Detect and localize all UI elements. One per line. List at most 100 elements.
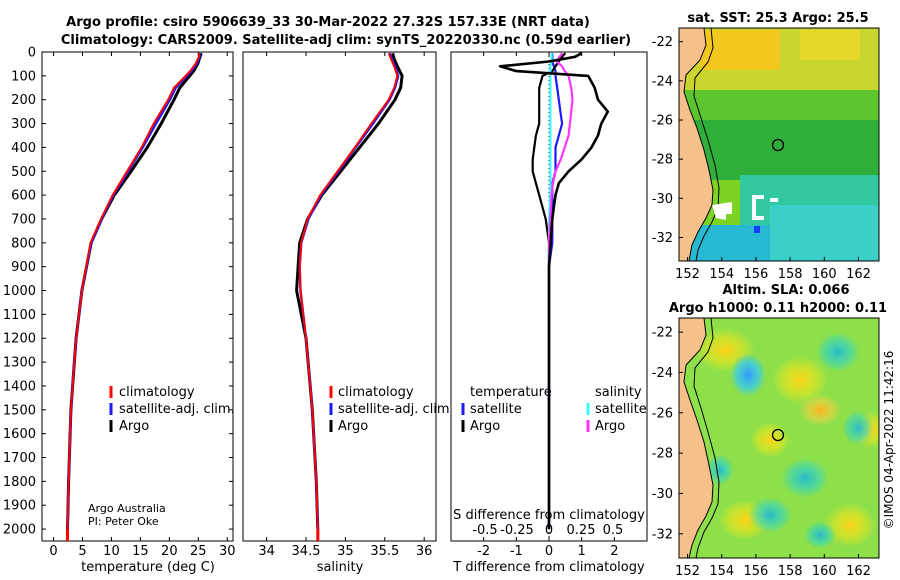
figure-title-line2: Climatology: CARS2009. Satellite-adj cli…	[61, 33, 631, 48]
sst-field	[679, 28, 879, 261]
legend-label-argo: Argo	[119, 419, 149, 434]
argo-profile-marker	[771, 428, 785, 442]
latitude-tick-label: -24	[652, 74, 673, 89]
depth-tick-label: 1800	[3, 475, 36, 490]
sla-anomaly-low	[706, 454, 734, 486]
latitude-tick-label: -28	[652, 447, 673, 462]
data-gap-white	[752, 195, 756, 220]
sla-anomaly-high	[772, 356, 828, 404]
temperature-axes-box	[41, 51, 234, 542]
sst-green-zone	[690, 120, 879, 180]
depth-tick-label: 1300	[3, 356, 36, 371]
sla-anomaly-low	[842, 410, 874, 446]
legend-label-climatology: climatology	[338, 385, 414, 400]
longitude-tick-label: 160	[812, 267, 837, 282]
temperature-tick-label: 15	[132, 544, 149, 559]
s-tick-label: 0.25	[567, 523, 596, 538]
salinity-tick-label: 34	[258, 544, 275, 559]
longitude-tick-label: 160	[812, 564, 837, 579]
sst-warm-patch	[700, 30, 780, 70]
data-gap-white	[752, 216, 764, 220]
t-difference-tick-labels: -2 -1 0 1 2	[477, 52, 618, 559]
coastline-land	[679, 318, 714, 558]
temperature-tick-labels: 0 5 10 15 20 25 30	[49, 52, 235, 559]
longitude-tick-label: 162	[846, 564, 871, 579]
climatology-line	[298, 52, 399, 541]
depth-tick-label: 1400	[3, 379, 36, 394]
sst-map: sat. SST: 25.3 Argo: 25.5 152 154 156 158 16…	[652, 11, 880, 282]
legend-label-argo: Argo	[338, 419, 368, 434]
temperature-xlabel: temperature (deg C)	[81, 560, 215, 575]
difference-panel: -2 -1 0 1 2 S difference from climatology -0…	[450, 51, 648, 575]
legend-label-satellite: satellite-adj. clim.	[119, 402, 235, 417]
s-tick-label: 0.5	[603, 523, 624, 538]
sst-map-ticks: 152 154 156 158 160 162 -22 -24 -26 -28 -30 -32	[652, 35, 871, 282]
data-gap-white	[712, 202, 732, 220]
depth-tick-label: 100	[11, 69, 36, 84]
sla-map-title: Altim. SLA: 0.066	[723, 283, 850, 298]
temperature-tick-label: 30	[219, 544, 236, 559]
latitude-tick-label: -30	[652, 192, 673, 207]
longitude-tick-label: 156	[744, 267, 769, 282]
t-difference-tick-label: 1	[578, 544, 586, 559]
s-tick-label: 0	[545, 523, 553, 538]
latitude-tick-label: -26	[652, 406, 673, 421]
t-difference-tick-label: 2	[610, 544, 618, 559]
legend-title-temperature: temperature	[470, 385, 552, 400]
sla-anomaly-low	[781, 458, 829, 498]
depth-tick-label: 900	[11, 260, 36, 275]
s-tick-label: -0.25	[500, 523, 534, 538]
latitude-tick-label: -28	[652, 153, 673, 168]
t-difference-tick-label: -2	[477, 544, 490, 559]
longitude-tick-label: 154	[709, 564, 734, 579]
copyright-stamp: ©IMOS 04-Apr-2022 11:42:16	[882, 351, 896, 530]
legend-title-salinity: salinity	[595, 385, 642, 400]
shelf-contour	[693, 28, 720, 261]
s-difference-xlabel: S difference from climatology	[453, 508, 645, 523]
temperature-legend: climatology satellite-adj. clim. Argo	[109, 385, 235, 434]
t-difference-tick-label: 0	[545, 544, 553, 559]
salinity-tick-label: 35.5	[370, 544, 399, 559]
t-difference-tick-label: -1	[510, 544, 523, 559]
legend-label-sal-satellite: satellite	[595, 402, 647, 417]
temperature-tick-label: 10	[103, 544, 120, 559]
sla-map: Altim. SLA: 0.066 Argo h1000: 0.11 h2000…	[652, 283, 887, 579]
depth-tick-label: 1600	[3, 427, 36, 442]
longitude-tick-label: 158	[778, 564, 803, 579]
temperature-panel: 0100200300400500600700800900100011001200…	[3, 46, 647, 575]
sla-anomaly-high	[798, 394, 842, 426]
longitude-tick-label: 154	[709, 267, 734, 282]
longitude-tick-label: 156	[744, 564, 769, 579]
salinity-tick-label: 36	[416, 544, 433, 559]
depth-tick-label: 0	[28, 46, 36, 61]
temperature-tick-label: 25	[190, 544, 207, 559]
depth-tick-label: 800	[11, 236, 36, 251]
sla-map-ticks: 152 154 156 158 160 162 -22 -24 -26 -28 -30 -32	[652, 326, 871, 579]
figure-title-line1: Argo profile: csiro 5906639_33 30-Mar-20…	[66, 15, 590, 30]
depth-tick-label: 1100	[3, 308, 36, 323]
legend-label-temp-satellite: satellite	[470, 402, 522, 417]
depth-tick-label: 300	[11, 117, 36, 132]
difference-legend-salinity: salinity satellite Argo	[586, 385, 647, 434]
sla-anomaly-low	[748, 497, 792, 533]
sla-map-subtitle: Argo h1000: 0.11 h2000: 0.11	[669, 301, 887, 316]
depth-tick-label: 600	[11, 189, 36, 204]
salinity-axes-box	[242, 51, 437, 542]
temperature-tick-label: 0	[49, 544, 57, 559]
latitude-tick-label: -22	[652, 326, 673, 341]
salinity-tick-label: 34.5	[292, 544, 321, 559]
sst-map-title: sat. SST: 25.3 Argo: 25.5	[687, 11, 868, 26]
latitude-tick-label: -30	[652, 487, 673, 502]
legend-label-climatology: climatology	[119, 385, 195, 400]
sst-warm-patch	[800, 30, 860, 60]
salinity-tick-label: 35	[337, 544, 354, 559]
credit-line2: PI: Peter Oke	[88, 515, 159, 528]
salinity-profile-lines	[295, 52, 404, 541]
latitude-tick-label: -32	[652, 527, 673, 542]
longitude-tick-label: 152	[675, 267, 700, 282]
depth-tick-label: 1900	[3, 499, 36, 514]
sst-map-frame	[678, 27, 880, 262]
legend-label-sal-argo: Argo	[595, 419, 625, 434]
depth-tick-label: 1500	[3, 403, 36, 418]
salinity-xlabel: salinity	[317, 560, 364, 575]
